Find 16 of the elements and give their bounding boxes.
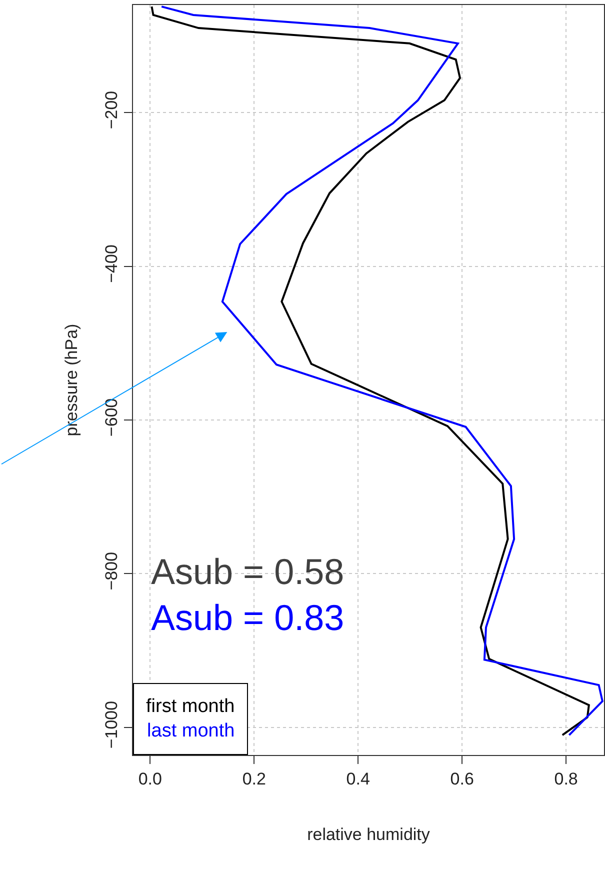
y-tick-label: −600 xyxy=(102,398,122,437)
x-tick-label: 0.6 xyxy=(450,769,474,788)
annotation: Asub = 0.83 xyxy=(151,597,344,638)
x-tick-label: 0.8 xyxy=(554,769,578,788)
y-tick-label: −400 xyxy=(102,244,122,283)
text: last month xyxy=(147,720,235,742)
x-tick-label: 0.2 xyxy=(242,769,266,788)
y-tick-label: −200 xyxy=(102,90,122,130)
y-tick-label: −800 xyxy=(102,552,122,590)
annotation: Asub = 0.58 xyxy=(151,551,344,592)
y-tick-label: −1000 xyxy=(102,700,122,749)
y-axis-title: pressure (hPa) xyxy=(62,324,81,436)
text: first month xyxy=(146,696,235,717)
x-tick-label: 0.4 xyxy=(346,769,370,788)
x-tick-label: 0.0 xyxy=(138,769,162,788)
x-axis-title: relative humidity xyxy=(307,824,430,844)
